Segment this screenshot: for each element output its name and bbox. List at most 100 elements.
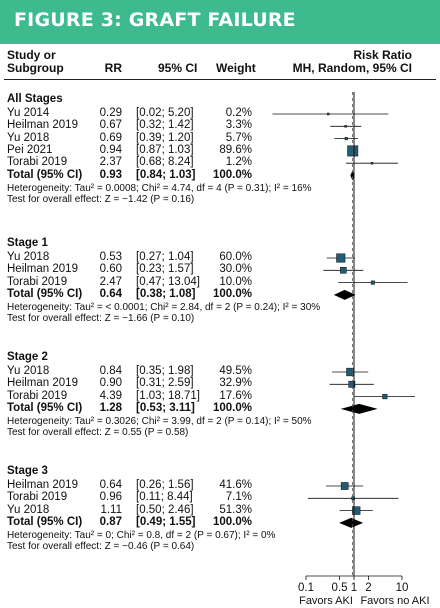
subgroup-title: All Stages	[7, 93, 63, 105]
overall-effect-note: Test for overall effect: Z = −0.46 (P = …	[7, 541, 195, 553]
heterogeneity-note: Heterogeneity: Tau² = 0; Chi² = 0.8, df …	[7, 530, 276, 542]
study-box	[346, 367, 355, 377]
study-ci: [0.11; 8.44]	[136, 491, 193, 504]
study-ci: [0.50; 2.46]	[136, 503, 194, 516]
header-study: Study or	[7, 48, 56, 62]
header-ci: 95% CI	[158, 61, 198, 75]
total-weight: 100.0%	[212, 287, 252, 300]
study-weight: 32.9%	[219, 377, 252, 390]
study-rr: 0.84	[99, 365, 122, 377]
study-box	[340, 267, 347, 274]
study-rr: 0.60	[99, 263, 122, 276]
study-rr: 2.47	[99, 275, 122, 288]
study-box	[351, 506, 361, 515]
total-rr: 1.28	[99, 401, 122, 414]
study-rr: 0.96	[99, 491, 122, 504]
study-ci: [0.31; 2.59]	[136, 377, 194, 390]
study-rr: 2.37	[99, 156, 122, 169]
study-name: Torabi 2019	[7, 275, 68, 288]
heterogeneity-note: Heterogeneity: Tau² = 0.3026; Chi² = 3.9…	[7, 416, 312, 428]
favors-left-label: Favors AKI	[299, 595, 353, 607]
total-weight: 100.0%	[212, 401, 252, 414]
study-box	[370, 161, 374, 165]
total-label: Total (95% CI)	[7, 401, 83, 414]
total-ci: [0.53; 3.11]	[136, 401, 195, 414]
x-tick-label: 0.5	[332, 582, 348, 594]
total-ci: [0.84; 1.03]	[136, 168, 196, 181]
study-weight: 51.3%	[219, 503, 252, 516]
study-name: Pei 2021	[7, 143, 53, 156]
total-rr: 0.64	[99, 287, 122, 300]
study-ci: [0.35; 1.98]	[136, 365, 194, 377]
x-tick-label: 1	[351, 582, 357, 594]
total-rr: 0.93	[99, 168, 122, 181]
overall-effect-note: Test for overall effect: Z = 0.55 (P = 0…	[7, 427, 189, 439]
study-box	[348, 380, 356, 388]
study-weight: 41.6%	[219, 479, 252, 491]
study-ci: [1.03; 18.71]	[136, 389, 200, 402]
study-ci: [0.32; 1.42]	[136, 119, 194, 132]
summary-diamond	[340, 403, 378, 414]
total-ci: [0.49; 1.55]	[136, 515, 196, 528]
study-rr: 0.67	[99, 119, 122, 132]
x-tick-label: 2	[365, 582, 371, 594]
study-ci: [0.68; 8.24]	[136, 156, 194, 169]
study-box	[344, 137, 348, 141]
x-tick-label: 0.1	[298, 582, 314, 594]
study-rr: 0.69	[99, 131, 122, 144]
total-label: Total (95% CI)	[7, 515, 83, 528]
study-ci: [0.23; 1.57]	[136, 263, 194, 276]
header-risk-ratio: Risk Ratio	[353, 48, 412, 62]
study-box	[326, 112, 330, 116]
study-box	[340, 482, 349, 490]
study-name: Heilman 2019	[7, 479, 78, 491]
study-weight: 3.3%	[225, 119, 252, 132]
study-box	[382, 394, 388, 400]
total-weight: 100.0%	[212, 515, 252, 528]
study-rr: 4.39	[99, 389, 122, 402]
study-weight: 5.7%	[225, 131, 252, 144]
summary-diamond	[339, 517, 364, 528]
heterogeneity-note: Heterogeneity: Tau² = 0.0008; Chi² = 4.7…	[7, 182, 312, 194]
study-rr: 0.53	[99, 251, 122, 263]
summary-diamond	[350, 170, 355, 181]
study-weight: 10.0%	[219, 275, 252, 288]
study-rr: 1.11	[100, 503, 122, 516]
study-weight: 1.2%	[225, 156, 252, 169]
study-ci: [0.39; 1.20]	[136, 131, 194, 144]
study-rr: 0.90	[99, 377, 122, 390]
study-weight: 60.0%	[219, 251, 252, 263]
overall-effect-note: Test for overall effect: Z = −1.42 (P = …	[7, 193, 195, 205]
study-name: Yu 2018	[7, 503, 50, 516]
study-weight: 49.5%	[219, 365, 252, 377]
study-ci: [0.87; 1.03]	[136, 143, 194, 156]
favors-right-label: Favors no AKI	[360, 595, 429, 607]
total-label: Total (95% CI)	[7, 287, 83, 300]
total-label: Total (95% CI)	[7, 168, 83, 181]
header-rr: RR	[104, 61, 122, 75]
study-rr: 0.29	[99, 107, 122, 119]
figure-title: FIGURE 3: GRAFT FAILURE	[14, 9, 296, 31]
study-name: Heilman 2019	[7, 119, 78, 132]
study-box	[370, 280, 375, 285]
study-rr: 0.94	[99, 143, 122, 156]
figure-banner: FIGURE 3: GRAFT FAILURE	[0, 0, 440, 44]
header-method: MH, Random, 95% CI	[292, 61, 412, 75]
study-ci: [0.02; 5.20]	[136, 107, 194, 119]
total-rr: 0.87	[99, 515, 122, 528]
study-name: Heilman 2019	[7, 263, 78, 276]
study-name: Yu 2018	[7, 131, 50, 144]
study-name: Yu 2018	[7, 365, 50, 377]
header-weight: Weight	[216, 61, 256, 75]
subgroup-title: Stage 3	[7, 465, 48, 477]
overall-effect-note: Test for overall effect: Z = −1.66 (P = …	[7, 313, 195, 325]
header-subgroup: Subgroup	[7, 61, 64, 75]
study-weight: 7.1%	[225, 491, 252, 504]
study-ci: [0.26; 1.56]	[136, 479, 194, 491]
study-box	[336, 253, 346, 263]
study-box	[347, 145, 359, 157]
study-weight: 17.6%	[219, 389, 252, 402]
study-box	[351, 496, 355, 501]
subgroup-title: Stage 2	[7, 351, 48, 363]
